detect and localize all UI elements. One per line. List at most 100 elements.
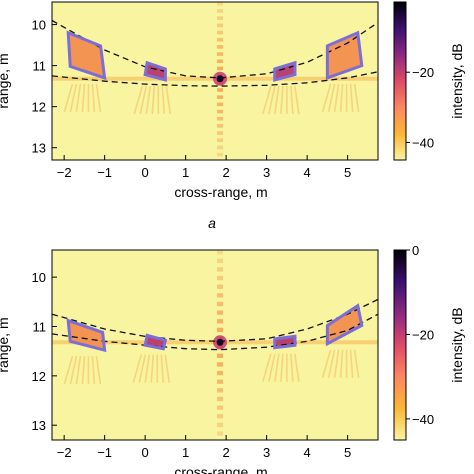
vertical-streak [217, 319, 224, 324]
x-tick-label: 0 [142, 445, 149, 460]
x-tick-label: 5 [344, 445, 351, 460]
scatter-lobe-0 [63, 355, 74, 385]
plot-content [52, 2, 378, 157]
vertical-streak [217, 52, 224, 56]
colorbar-tick-label: −40 [412, 135, 434, 150]
x-tick-label: 1 [182, 165, 189, 180]
roi-box-2 [273, 334, 297, 350]
plot-content [52, 250, 378, 436]
scatter-lobe-1 [150, 354, 155, 383]
y-tick-label: 11 [33, 319, 47, 334]
scatter-lobe-1 [144, 354, 151, 383]
y-tick-label: 12 [32, 369, 46, 384]
scatter-lobe-2 [274, 85, 280, 115]
vertical-streak [217, 152, 224, 157]
vertical-streak [217, 88, 224, 92]
x-tick-label: −1 [97, 445, 112, 460]
scatter-lobe-3 [321, 349, 332, 378]
vertical-streak [217, 275, 224, 281]
vertical-streak [217, 267, 224, 272]
y-tick-label: 10 [32, 270, 46, 285]
colorbar-tick-label: −40 [412, 412, 434, 427]
vertical-streak [217, 293, 224, 298]
roi-fill-3 [327, 32, 362, 78]
vertical-streak [217, 388, 224, 393]
vertical-streak [217, 131, 224, 135]
vertical-streak [217, 109, 224, 114]
vertical-streak [217, 102, 224, 107]
vertical-streak [217, 422, 224, 428]
vertical-streak [217, 116, 224, 121]
scatter-lobe-1 [160, 354, 165, 383]
vertical-streak [217, 124, 224, 128]
scatter-lobe-1 [165, 85, 172, 115]
colorbar-tick-label: 0 [412, 243, 419, 258]
x-tick-label: 3 [263, 165, 270, 180]
y-axis-label: range, m [0, 53, 11, 108]
scatter-lobe-2 [262, 85, 272, 115]
vertical-streak [217, 396, 224, 402]
x-tick-label: 2 [223, 165, 230, 180]
vertical-streak [217, 353, 224, 358]
scatter-lobe-0 [91, 356, 96, 385]
vertical-streak [217, 9, 224, 13]
vertical-streak [217, 414, 224, 419]
roi-box-2 [273, 60, 297, 82]
x-tick-label: 2 [223, 445, 230, 460]
scatter-lobe-1 [133, 85, 144, 115]
scatter-lobe-2 [268, 353, 276, 382]
x-axis-label: cross-range, m [174, 464, 267, 474]
panel-a-label: a [208, 215, 216, 231]
dashed-arc-upper [52, 19, 378, 79]
scatter-lobe-0 [95, 356, 102, 385]
scatter-lobe-0 [81, 83, 86, 112]
colorbar-tick-label: −20 [412, 327, 434, 342]
scatter-lobe-1 [138, 354, 147, 383]
roi-fill-3 [327, 305, 362, 344]
vertical-streak [217, 66, 224, 71]
y-tick-label: 13 [32, 141, 46, 156]
scatter-lobe-0 [81, 356, 86, 385]
scatter-lobe-3 [327, 83, 336, 113]
colorbar-label: intensity, dB [449, 43, 465, 118]
vertical-streak [217, 379, 224, 384]
vertical-streak [217, 258, 224, 263]
vertical-streak [217, 30, 224, 35]
scatter-lobe-0 [95, 83, 102, 113]
vertical-streak [217, 45, 224, 49]
x-tick-label: 5 [344, 165, 351, 180]
roi-box-0 [66, 30, 107, 81]
roi-box-3 [325, 303, 364, 347]
scatter-lobe-1 [132, 354, 143, 383]
x-tick-label: 1 [182, 445, 189, 460]
roi-box-3 [325, 30, 364, 81]
vertical-streak [217, 301, 224, 307]
vertical-streak [217, 431, 224, 436]
x-tick-label: 4 [304, 165, 311, 180]
roi-box-0 [66, 318, 107, 353]
vertical-streak [217, 138, 224, 143]
scatter-lobe-1 [139, 85, 148, 115]
scatter-lobe-0 [63, 83, 74, 113]
vertical-streak [217, 145, 224, 150]
scatter-lobe-2 [294, 85, 300, 115]
vertical-streak [217, 250, 224, 255]
vertical-streak [217, 59, 224, 64]
scatter-lobe-0 [75, 356, 82, 385]
scatter-lobe-1 [151, 85, 156, 115]
scatter-lobe-1 [145, 85, 152, 115]
scatter-lobe-2 [268, 85, 276, 115]
scatter-lobe-3 [353, 83, 360, 113]
scatter-lobe-2 [262, 353, 272, 382]
vertical-streak [217, 362, 224, 367]
x-axis-label: cross-range, m [174, 184, 267, 200]
x-tick-label: −1 [97, 165, 112, 180]
scatter-lobe-2 [294, 353, 300, 382]
scatter-lobe-2 [280, 85, 284, 115]
scatter-lobe-3 [333, 83, 340, 113]
scatter-lobe-3 [339, 83, 344, 112]
x-tick-label: −2 [57, 445, 72, 460]
scatter-lobe-1 [164, 354, 171, 383]
